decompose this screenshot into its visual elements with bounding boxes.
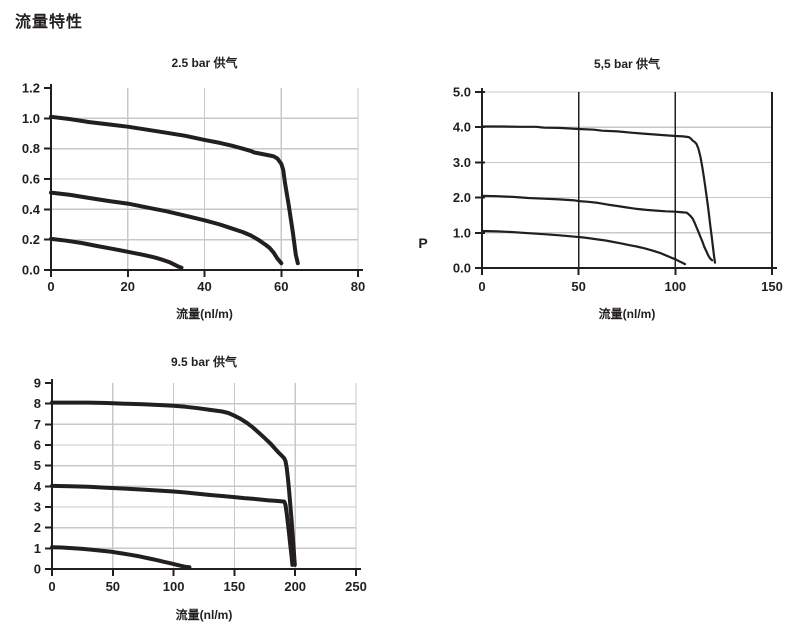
- x-tick-label: 150: [761, 279, 783, 294]
- chart-9-5-bar: 0 1 2 3 4 5 6 7 8 9 0 50 100 150 200 250 9.5 bar 供气流量(nl…: [34, 354, 367, 622]
- y-tick-label: 0.6: [22, 172, 40, 187]
- y-tick-label: 1: [34, 541, 41, 556]
- y-tick-label: 2: [34, 520, 41, 535]
- x-axis-label: 流量(nl/m): [176, 306, 233, 321]
- y-tick-label: 2.0: [453, 190, 471, 205]
- x-tick-label: 50: [106, 579, 120, 594]
- y-tick-label: 0: [34, 562, 41, 577]
- x-axis-label: 流量(nl/m): [599, 306, 656, 321]
- y-tick-label: 0.0: [22, 263, 40, 278]
- y-tick-label: 0.2: [22, 232, 40, 247]
- series-middle-curve: [49, 190, 284, 266]
- chart-2-5-bar: 0.0 0.2 0.4 0.6 0.8 1.0 1.2 0 20 40 60 80 2.5 bar 供气…: [22, 55, 365, 321]
- chart-title: 5,5 bar 供气: [594, 56, 660, 71]
- y-tick-label: 7: [34, 417, 41, 432]
- y-tick-label: 9: [34, 376, 41, 391]
- x-tick-label: 100: [664, 279, 686, 294]
- y-tick-label: 4.0: [453, 120, 471, 135]
- series-middle-curve: [480, 194, 714, 262]
- page-title: 流量特性: [15, 14, 84, 31]
- series-lower-curve: [480, 229, 687, 266]
- x-tick-label: 80: [351, 279, 365, 294]
- x-tick-label: 50: [571, 279, 585, 294]
- y-tick-label: 5.0: [453, 85, 471, 100]
- y-tick-label: 0.0: [453, 261, 471, 276]
- x-tick-label: 60: [274, 279, 288, 294]
- y-tick-label: 0.4: [22, 202, 41, 217]
- y-axis-label: P: [418, 235, 427, 251]
- chart-title: 9.5 bar 供气: [171, 354, 237, 369]
- x-tick-label: 250: [345, 579, 367, 594]
- y-tick-label: 1.0: [22, 111, 40, 126]
- x-tick-label: 20: [121, 279, 135, 294]
- x-axis-label: 流量(nl/m): [176, 607, 233, 622]
- series-upper-curve: [49, 114, 300, 266]
- y-tick-label: 4: [34, 479, 42, 494]
- x-tick-label: 150: [224, 579, 246, 594]
- x-tick-label: 0: [47, 279, 54, 294]
- series-middle-curve: [50, 483, 295, 567]
- series-upper-curve: [50, 400, 297, 567]
- x-tick-label: 0: [48, 579, 55, 594]
- y-tick-label: 8: [34, 396, 41, 411]
- x-tick-label: 0: [478, 279, 485, 294]
- y-tick-label: 5: [34, 458, 41, 473]
- series-upper-curve: [480, 125, 717, 264]
- series-lower-curve: [49, 236, 184, 270]
- y-tick-label: 3: [34, 500, 41, 515]
- x-tick-label: 200: [284, 579, 306, 594]
- y-tick-label: 6: [34, 438, 41, 453]
- y-tick-label: 1.2: [22, 81, 40, 96]
- chart-5-5-bar: 0.0 1.0 2.0 3.0 4.0 5.0 0 50 100 150 5,5 bar 供气流量(…: [418, 56, 783, 321]
- x-tick-label: 100: [163, 579, 185, 594]
- chart-title: 2.5 bar 供气: [171, 55, 237, 70]
- y-tick-label: 3.0: [453, 155, 471, 170]
- y-tick-label: 0.8: [22, 141, 40, 156]
- y-tick-label: 1.0: [453, 225, 471, 240]
- x-tick-label: 40: [197, 279, 211, 294]
- series-lower-curve: [50, 545, 192, 570]
